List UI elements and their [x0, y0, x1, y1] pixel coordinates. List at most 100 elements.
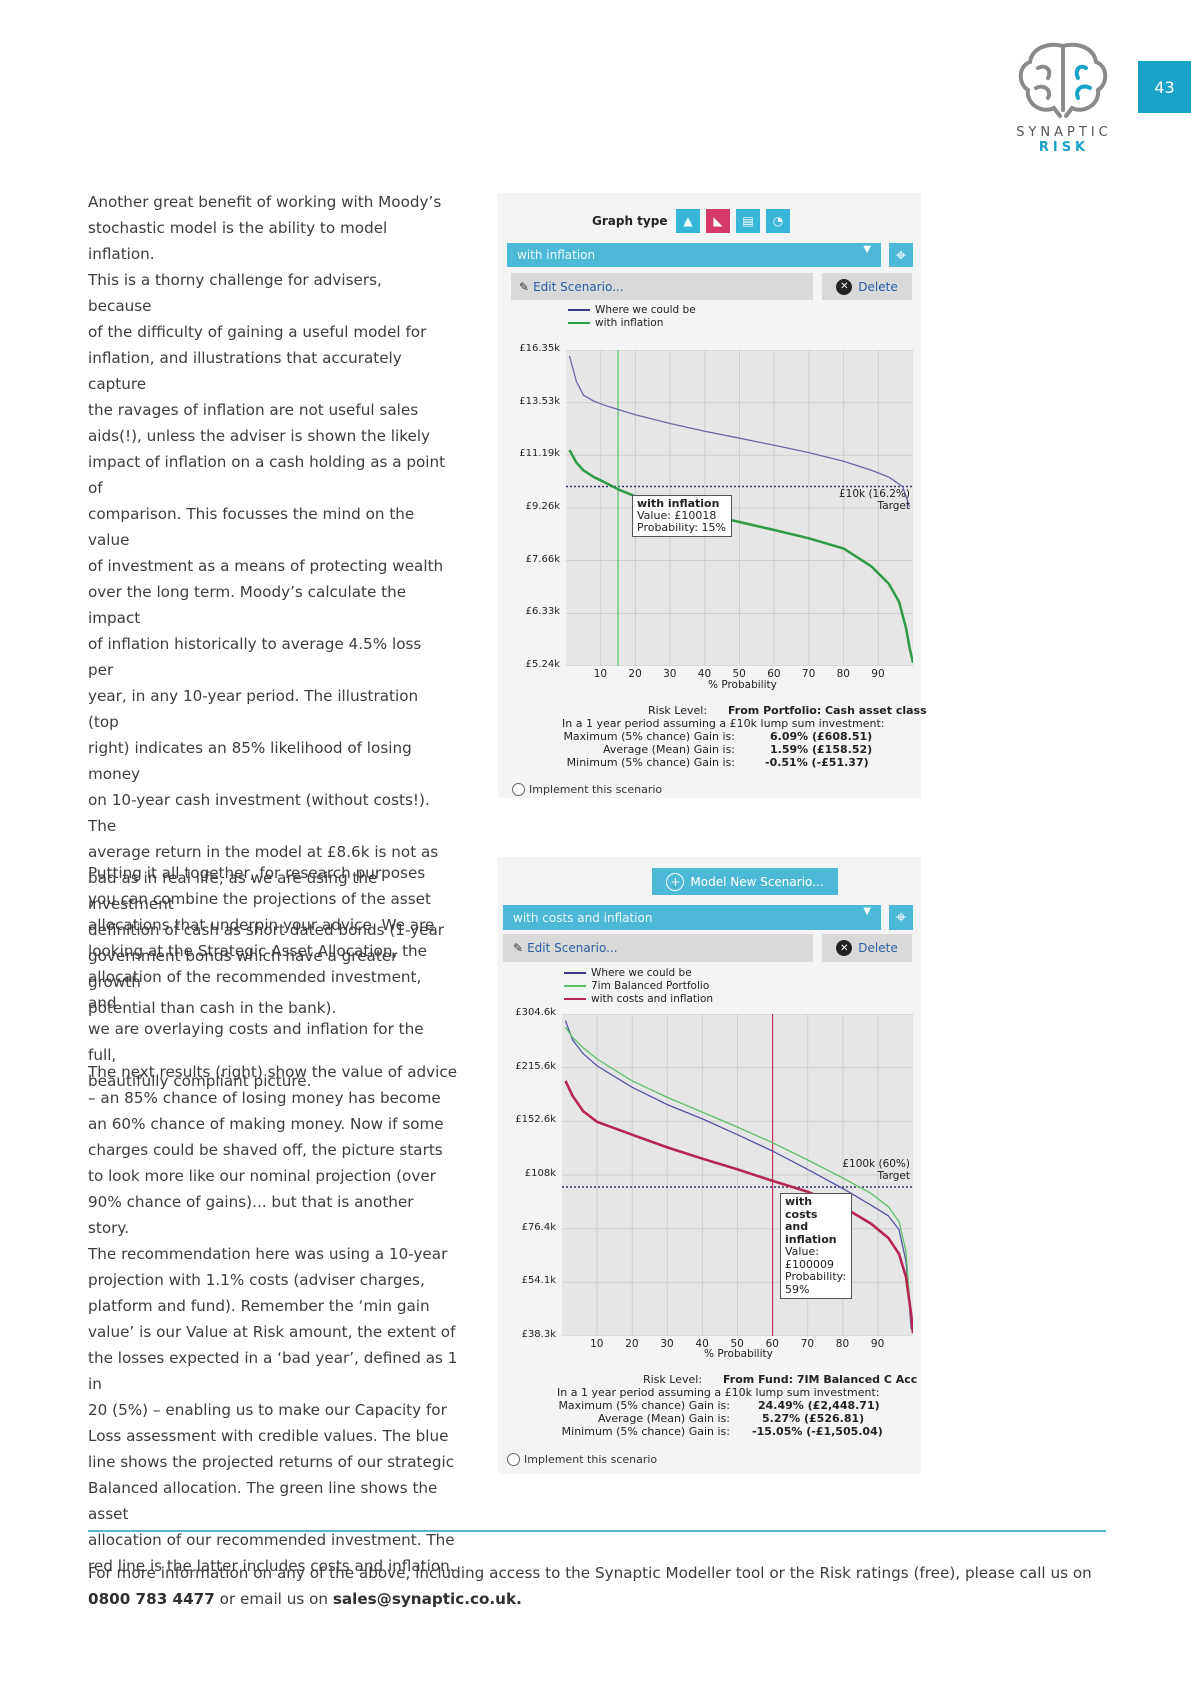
text-line: the losses expected in a ‘bad year’, def…: [88, 1349, 458, 1393]
x-tick-label: 10: [590, 1338, 604, 1350]
y-tick-label: £16.35k: [519, 343, 560, 354]
chevron-down-icon: ▼: [863, 906, 871, 917]
text-line: potential than cash in the bank).: [88, 999, 337, 1017]
text-line: looking at the Strategic Asset Allocatio…: [88, 942, 428, 960]
text-line: charges could be shaved off, the picture…: [88, 1141, 443, 1159]
x-tick-label: 10: [593, 668, 608, 680]
x-tick-label: 80: [836, 668, 850, 680]
edit-scenario-button[interactable]: ✎ Edit Scenario...: [511, 273, 813, 300]
radio-circle[interactable]: [512, 783, 525, 796]
chart-plot-area: [566, 350, 913, 666]
paragraph-inflation: Another great benefit of working with Mo…: [88, 189, 448, 1021]
footer-email[interactable]: sales@synaptic.co.uk.: [332, 1590, 522, 1608]
text-line: to look more like our nominal projection…: [88, 1167, 436, 1185]
text-line: Putting it all together, for research pu…: [88, 864, 426, 882]
model-new-scenario-button[interactable]: + Model New Scenario...: [652, 868, 838, 895]
implement-scenario-radio[interactable]: Implement this scenario: [507, 1453, 657, 1466]
x-tick-label: 20: [625, 1338, 639, 1350]
legend-label: Where we could be: [595, 303, 696, 316]
text-line: definition of cash as short dated bonds …: [88, 921, 445, 939]
text-line: right) indicates an 85% likelihood of lo…: [88, 739, 412, 783]
implement-scenario-radio[interactable]: Implement this scenario: [512, 783, 662, 796]
delete-button[interactable]: ✕ Delete: [822, 273, 912, 300]
tooltip-value: Value: £10018: [637, 509, 717, 522]
text-line: Balanced allocation. The green line show…: [88, 1479, 438, 1523]
graph-type-probability-icon[interactable]: ◣: [706, 209, 730, 233]
risk-level-label: Risk Level:: [648, 704, 708, 717]
avg-gain-value: 5.27% (£526.81): [762, 1412, 865, 1425]
text-line: on 10-year cash investment (without cost…: [88, 791, 430, 835]
legend-item: with inflation: [568, 316, 696, 329]
chevron-down-icon: ▼: [863, 244, 871, 255]
max-gain-label: Maximum (5% chance) Gain is:: [558, 1399, 730, 1412]
x-tick-label: 60: [765, 1338, 779, 1350]
scenario-select-value: with inflation: [517, 248, 596, 262]
text-line: stochastic model is the ability to model…: [88, 219, 388, 263]
text-line: This is a thorny challenge for advisers,…: [88, 271, 382, 315]
footer-phone[interactable]: 0800 783 4477: [88, 1590, 215, 1608]
data-tooltip: with costs and inflation Value: £100009 …: [780, 1193, 852, 1299]
logo-wordmark-risk: RISK: [1038, 140, 1090, 155]
scenario-select[interactable]: with inflation ▼: [507, 243, 881, 267]
text-line: platform and fund). Remember the ‘min ga…: [88, 1297, 430, 1315]
chart-legend: Where we could be with inflation: [568, 303, 696, 329]
radio-circle[interactable]: [507, 1453, 520, 1466]
legend-label: with inflation: [595, 316, 664, 329]
series-line-3: [564, 1080, 913, 1334]
text-line: an 60% chance of making money. Now if so…: [88, 1115, 444, 1133]
y-tick-label: £54.1k: [521, 1275, 556, 1287]
tooltip-title: and: [785, 1220, 809, 1233]
x-axis-title: % Probability: [704, 1348, 773, 1360]
delete-button[interactable]: ✕ Delete: [822, 934, 912, 962]
scenario-select[interactable]: with costs and inflation ▼: [503, 905, 881, 930]
text-line: of inflation historically to average 4.5…: [88, 635, 422, 679]
min-gain-label: Minimum (5% chance) Gain is:: [561, 1425, 730, 1438]
edit-scenario-label: Edit Scenario...: [533, 279, 624, 294]
edit-scenario-button[interactable]: ✎ Edit Scenario...: [503, 934, 813, 962]
expand-icon[interactable]: ⌖: [889, 905, 913, 930]
pencil-icon: ✎: [513, 941, 524, 955]
legend-item: Where we could be: [564, 966, 713, 979]
graph-type-label: Graph type: [592, 214, 668, 228]
y-tick-label: £9.26k: [525, 501, 560, 512]
text-line: red line is the latter includes costs an…: [88, 1557, 455, 1575]
probability-chart-inflation: [566, 350, 913, 666]
text-line: Another great benefit of working with Mo…: [88, 193, 442, 211]
target-value-label: £10k (16.2%): [838, 488, 910, 500]
paragraph-value-of-advice: The next results (right) show the value …: [88, 1059, 458, 1579]
text-line: impact of inflation on a cash holding as…: [88, 453, 446, 497]
text-line: allocations that underpin your advice. W…: [88, 916, 435, 934]
text-line: you can combine the projections of the a…: [88, 890, 431, 908]
risk-level-value: From Fund: 7IM Balanced C Acc: [723, 1373, 918, 1386]
target-annotation: £100k (60%) Target: [815, 1158, 910, 1182]
tooltip-title: with costs: [785, 1195, 818, 1221]
expand-icon[interactable]: ⌖: [889, 243, 913, 267]
y-tick-label: £38.3k: [521, 1329, 556, 1340]
avg-gain-value: 1.59% (£158.52): [770, 743, 873, 756]
chart-plot-area: [562, 1014, 913, 1336]
model-new-label: Model New Scenario...: [690, 874, 824, 889]
x-tick-label: 90: [871, 668, 885, 680]
y-tick-label: £215.6k: [515, 1060, 556, 1072]
close-icon: ✕: [836, 940, 853, 956]
legend-label: with costs and inflation: [591, 992, 714, 1005]
text-line: projection with 1.1% costs (adviser char…: [88, 1271, 425, 1289]
min-gain-value: -15.05% (-£1,505.04): [752, 1425, 883, 1438]
y-tick-label: £108k: [524, 1168, 556, 1179]
graph-type-fan-icon[interactable]: ▲: [676, 209, 700, 233]
graph-type-bar-icon[interactable]: ▤: [736, 209, 760, 233]
legend-label: 7im Balanced Portfolio: [591, 979, 710, 992]
series-line-2: [564, 1026, 912, 1322]
text-line: The next results (right) show the value …: [88, 1063, 458, 1081]
graph-type-pie-icon[interactable]: ◔: [766, 209, 790, 233]
text-line: 20 (5%) – enabling us to make our Capaci…: [88, 1401, 447, 1419]
y-tick-label: £152.6k: [515, 1114, 556, 1126]
text-line: line shows the projected returns of our …: [88, 1453, 455, 1471]
avg-gain-label: Average (Mean) Gain is:: [603, 743, 735, 756]
min-gain-value: -0.51% (-£51.37): [765, 756, 869, 769]
legend-item: Where we could be: [568, 303, 696, 316]
legend-item: 7im Balanced Portfolio: [564, 979, 713, 992]
legend-item: with costs and inflation: [564, 992, 713, 1005]
risk-summary: Risk Level: From Fund: 7IM Balanced C Acc…: [533, 1373, 917, 1438]
text-line: value’ is our Value at Risk amount, the …: [88, 1323, 456, 1341]
